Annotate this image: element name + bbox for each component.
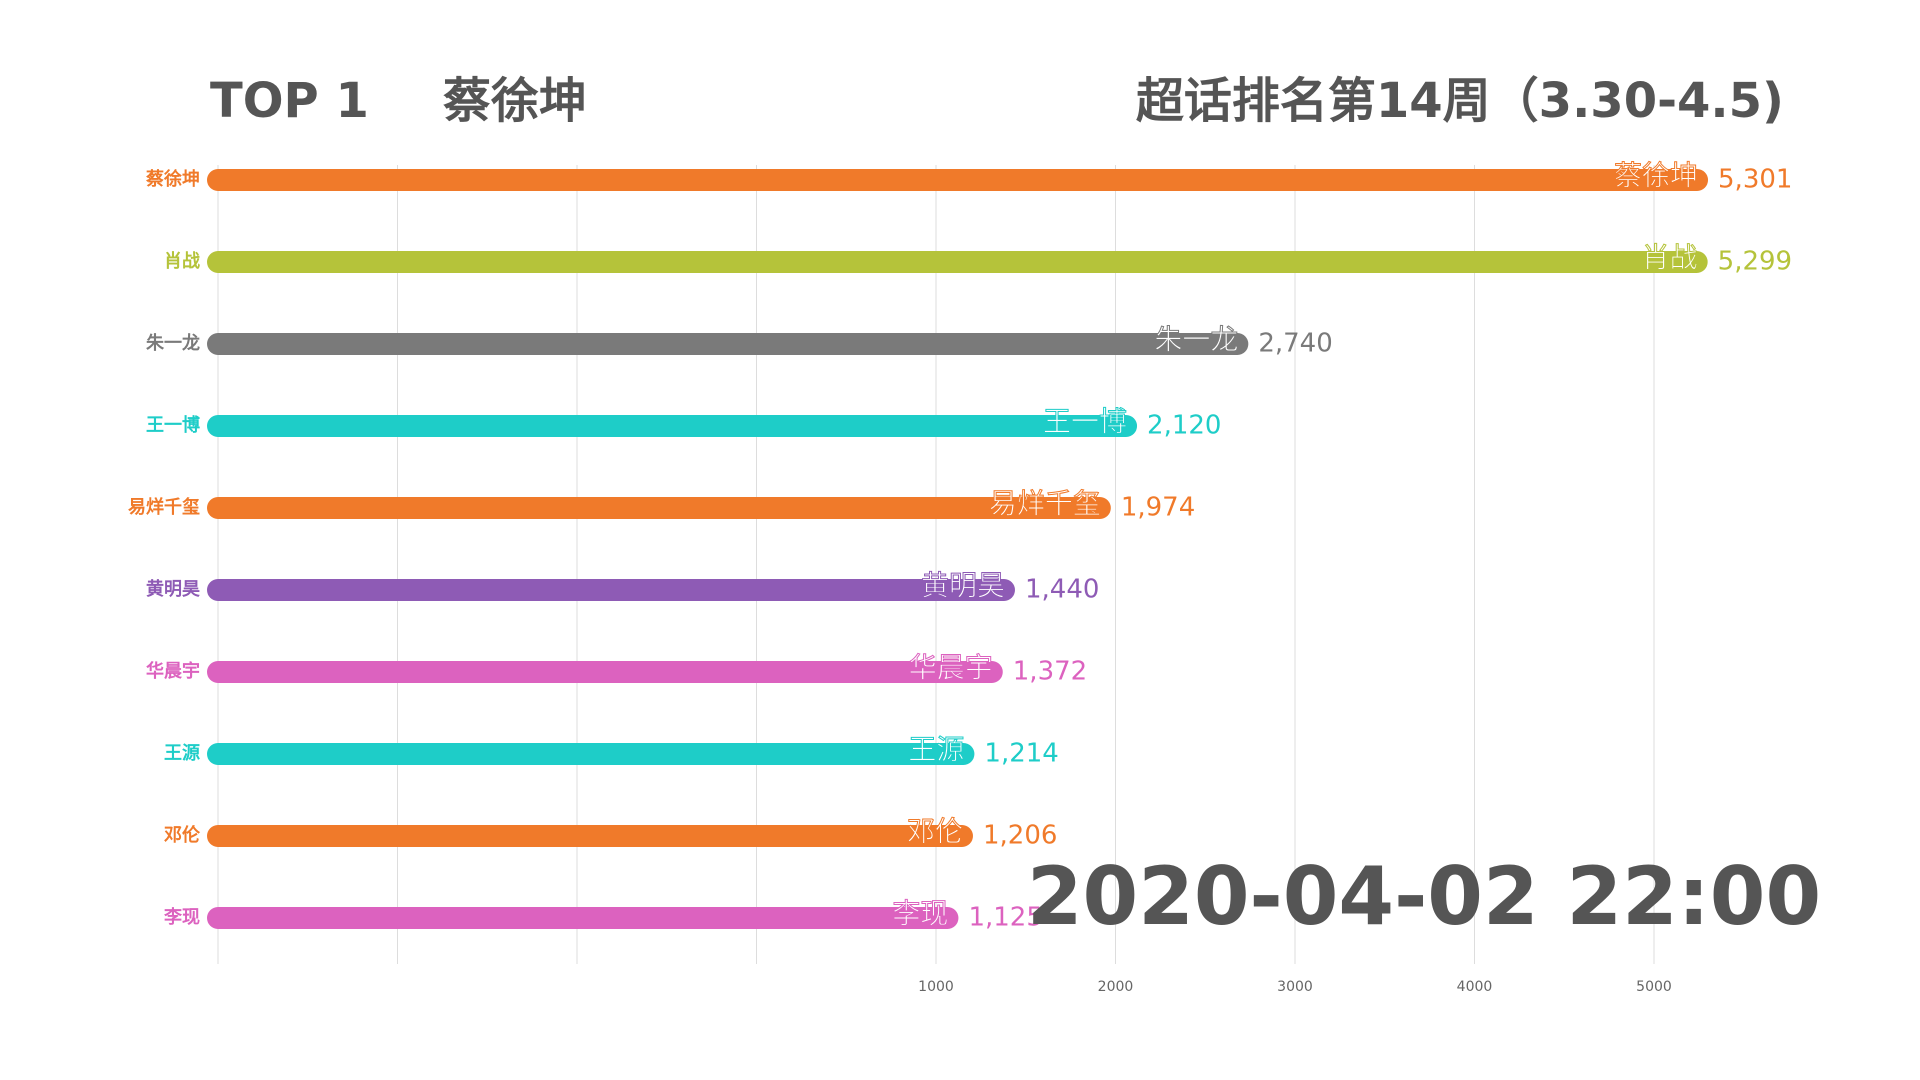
bar [207,743,975,765]
x-tick-label: 2000 [1098,979,1134,995]
bar [207,251,1708,273]
bar [207,169,1709,191]
value-label: 1,206 [983,821,1057,851]
y-tick-label: 王源 [164,742,200,764]
bar-name: 邓伦 [907,815,963,848]
x-tick-label: 3000 [1277,979,1313,995]
bar [207,579,1015,601]
y-tick-label: 华晨宇 [146,660,200,682]
y-tick-label: 易烊千玺 [128,496,200,518]
x-tick-label: 4000 [1457,979,1493,995]
value-label: 5,299 [1718,247,1792,277]
y-tick-label: 肖战 [164,250,200,272]
value-label: 2,120 [1147,411,1221,441]
bar [207,825,973,847]
y-tick-label: 蔡徐坤 [145,168,200,190]
value-label: 1,372 [1013,657,1087,687]
bar [207,333,1249,355]
x-tick-label: 1000 [918,979,954,995]
value-label: 1,125 [968,903,1042,933]
bar [207,497,1111,519]
bar-name: 华晨宇 [909,651,993,684]
bar [207,661,1003,683]
bar-name: 肖战 [1642,241,1698,274]
y-tick-label: 王一博 [146,414,200,436]
leader-name: 蔡徐坤 [443,73,587,129]
chart-title: TOP 1 [210,73,369,129]
bars: 蔡徐坤 蔡徐坤 5,301 肖战 肖战 5,299 朱一龙 朱一龙 2,740 王一博 王一博 2,1… [128,159,1792,933]
value-label: 5,301 [1718,165,1792,195]
value-label: 1,214 [984,739,1058,769]
timestamp: 2020-04-02 22:00 [1027,850,1821,943]
bar-name: 朱一龙 [1154,323,1238,356]
value-label: 1,440 [1025,575,1099,605]
y-tick-label: 黄明昊 [146,578,200,600]
y-tick-label: 邓伦 [164,824,201,846]
value-label: 1,974 [1121,493,1195,523]
value-label: 2,740 [1258,329,1332,359]
bar-name: 易烊千玺 [989,487,1101,520]
bar-name: 李现 [892,897,948,930]
y-tick-label: 李现 [163,907,200,928]
bar [207,907,959,929]
bar [207,415,1138,437]
x-tick-label: 5000 [1636,979,1672,995]
bar-name: 黄明昊 [921,569,1005,602]
bar-name: 王一博 [1043,405,1127,438]
bar-name: 王源 [908,733,964,766]
grid: 1000 2000 3000 4000 5000 [217,165,1672,995]
bar-name: 蔡徐坤 [1614,159,1698,192]
y-tick-label: 朱一龙 [146,332,200,354]
chart-subtitle: 超话排名第14周（3.30-4.5) [1136,73,1784,129]
